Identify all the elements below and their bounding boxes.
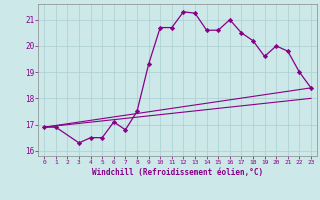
X-axis label: Windchill (Refroidissement éolien,°C): Windchill (Refroidissement éolien,°C) (92, 168, 263, 177)
